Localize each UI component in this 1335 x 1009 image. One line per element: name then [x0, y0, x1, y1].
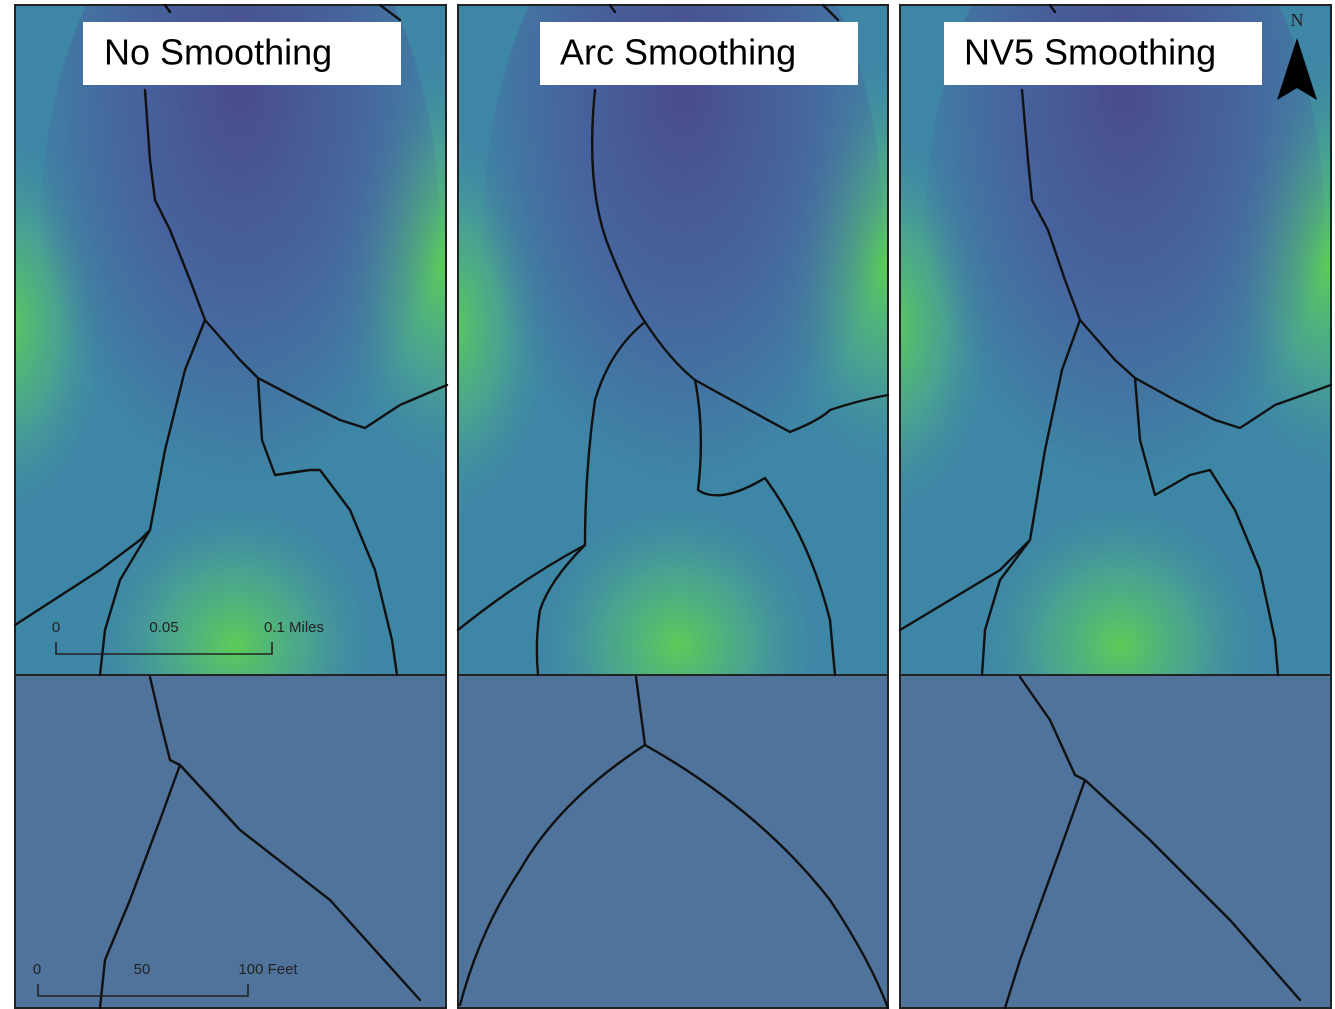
panel-label: NV5 Smoothing [944, 22, 1262, 85]
north-label: N [1291, 10, 1304, 30]
scale-label: 50 [134, 961, 151, 978]
scale-label: 0.1 Miles [264, 619, 324, 636]
scale-label: 0.05 [149, 619, 178, 636]
figure: No Smoothing Arc Smoothing NV5 Smoothing… [0, 0, 1335, 1009]
panel-label: Arc Smoothing [540, 22, 858, 85]
scale-label: 0 [33, 961, 41, 978]
panel-title: No Smoothing [104, 32, 332, 73]
panel-title: NV5 Smoothing [964, 32, 1216, 73]
scale-label: 100 Feet [238, 961, 298, 978]
panel-label: No Smoothing [83, 22, 401, 85]
scale-label: 0 [52, 619, 60, 636]
panel-title: Arc Smoothing [560, 32, 796, 73]
